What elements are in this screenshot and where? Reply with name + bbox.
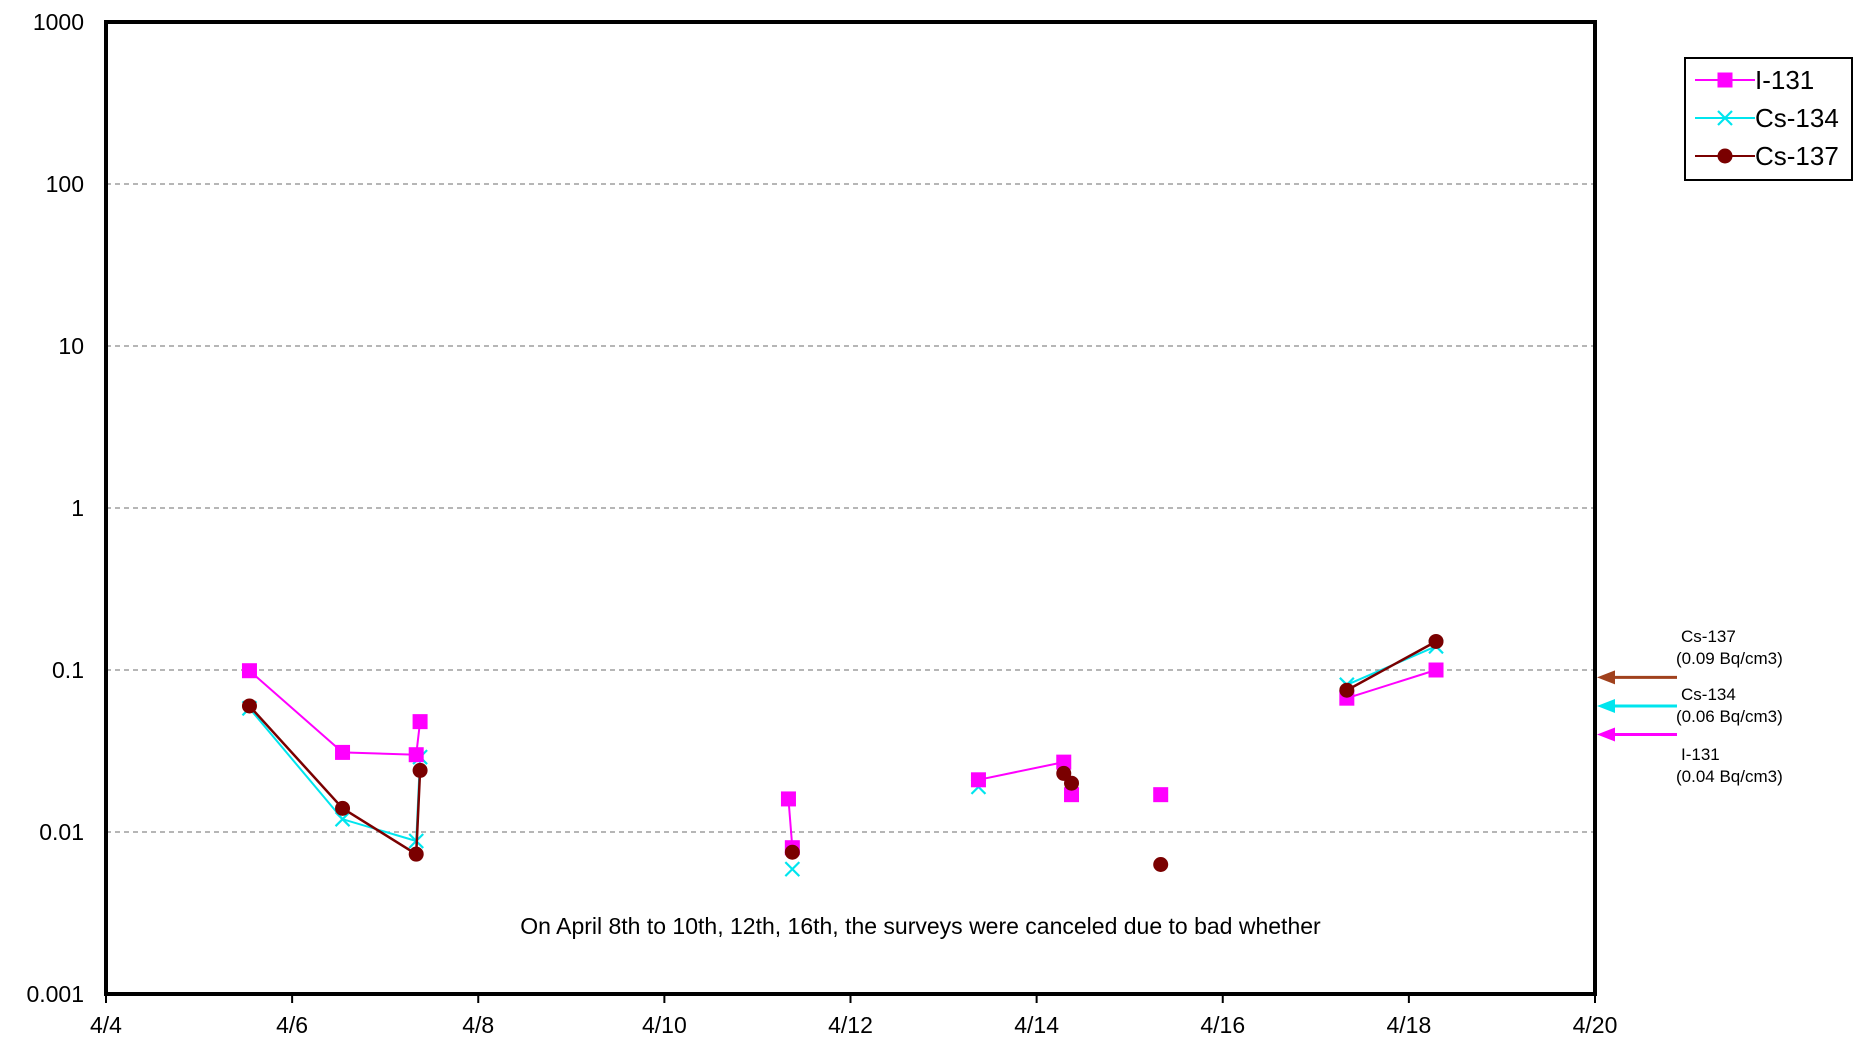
legend-marker-i-131 [1717,72,1733,88]
x-tick-label: 4/20 [1573,1012,1618,1038]
series-line-cs-134 [248,707,422,843]
data-point-i-131 [780,791,796,807]
series-line-cs-137 [1346,640,1437,692]
data-point-i-131 [1428,662,1444,678]
reference-arrowhead-cs-137 [1597,670,1615,685]
data-point-cs-137 [784,844,800,860]
data-point-cs-137 [241,698,257,714]
y-tick-label: 1000 [33,9,84,35]
y-tick-label: 10 [58,333,84,359]
data-point-cs-137 [335,800,351,816]
y-tick-label: 0.001 [26,981,84,1007]
legend-label-cs-134: Cs-134 [1755,103,1839,133]
data-point-i-131 [1064,787,1080,803]
reference-name-cs-134: Cs-134 [1681,685,1736,704]
plot-frame [104,20,1597,996]
reference-value-i-131: (0.04 Bq/cm3) [1676,767,1783,786]
data-point-i-131 [335,744,351,760]
x-tick-label: 4/18 [1386,1012,1431,1038]
y-tick-label: 100 [46,171,84,197]
reference-arrowhead-i-131 [1597,727,1615,742]
data-point-i-131 [408,747,424,763]
series-line-cs-137 [248,705,422,857]
x-tick-label: 4/8 [462,1012,494,1038]
series-line-i-131 [787,798,794,848]
reference-name-cs-137: Cs-137 [1681,627,1736,646]
reference-value-cs-134: (0.06 Bq/cm3) [1676,707,1783,726]
series-line-i-131 [248,669,422,756]
data-point-cs-137 [408,846,424,862]
legend-marker-cs-134 [1717,110,1733,126]
x-tick-label: 4/6 [276,1012,308,1038]
y-tick-label: 1 [71,495,84,521]
data-point-cs-137 [1064,775,1080,791]
data-point-cs-137 [1153,857,1169,873]
data-point-i-131 [970,772,986,788]
x-tick-label: 4/14 [1014,1012,1059,1038]
data-point-cs-137 [412,762,428,778]
reference-name-i-131: I-131 [1681,745,1720,764]
data-point-i-131 [1153,787,1169,803]
data-point-i-131 [1056,754,1072,770]
annotation-text: On April 8th to 10th, 12th, 16th, the su… [520,913,1321,939]
x-tick-label: 4/16 [1200,1012,1245,1038]
legend-marker-cs-137 [1717,148,1733,164]
legend-label-cs-137: Cs-137 [1755,141,1839,171]
reference-value-cs-137: (0.09 Bq/cm3) [1676,649,1783,668]
x-tick-label: 4/12 [828,1012,873,1038]
data-point-cs-134 [784,861,801,877]
data-point-i-131 [241,663,257,679]
y-tick-label: 0.01 [39,819,84,845]
x-tick-label: 4/10 [642,1012,687,1038]
y-tick-label: 0.1 [52,657,84,683]
series-line-i-131 [1346,669,1437,700]
reference-arrowhead-cs-134 [1597,698,1615,713]
data-point-i-131 [412,714,428,730]
data-point-cs-137 [1428,633,1444,649]
legend-label-i-131: I-131 [1755,65,1814,95]
data-point-cs-137 [1339,682,1355,698]
data-point-cs-134 [334,811,351,827]
x-tick-label: 4/4 [90,1012,122,1038]
